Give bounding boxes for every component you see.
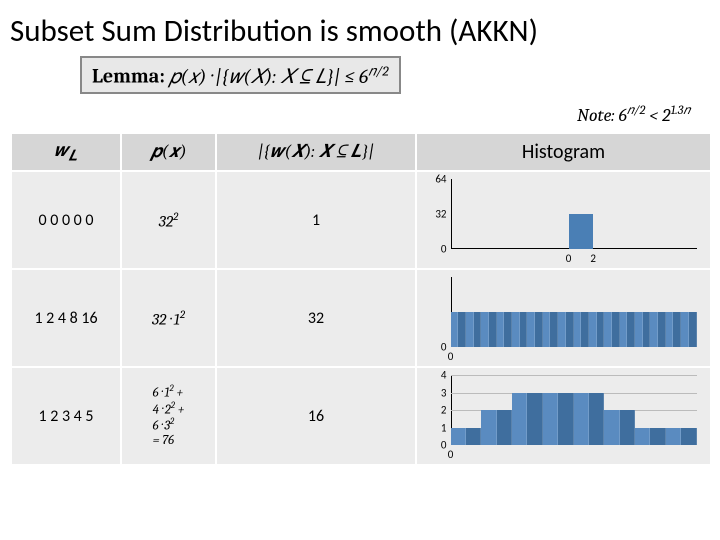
bar (512, 393, 527, 446)
x-tick: 0 (566, 252, 572, 265)
bar (527, 393, 542, 446)
header-px: 𝒑(𝒙) (121, 133, 216, 172)
bar (466, 312, 474, 347)
bar (612, 312, 620, 347)
bar (451, 312, 459, 347)
bar (558, 312, 566, 347)
bar (558, 393, 573, 446)
bar (604, 312, 612, 347)
cell-wl: 0 0 0 0 0 (11, 171, 121, 269)
y-tick: 4 (429, 369, 447, 382)
bar (512, 312, 520, 347)
bar (466, 428, 481, 446)
bar (635, 428, 650, 446)
bar (620, 410, 635, 445)
x-tick: 0 (448, 350, 454, 363)
histogram-chart: 432100 (429, 373, 699, 459)
bar (543, 393, 558, 446)
histogram-chart: 00 (429, 275, 699, 361)
bar (589, 312, 597, 347)
bar (627, 312, 635, 347)
bar (589, 393, 604, 446)
table-row: 0 0 0 0 03221 64 32 0 0 2 (11, 171, 711, 269)
bar (666, 312, 674, 347)
bar (681, 428, 696, 446)
cell-px: 322 (121, 171, 216, 269)
table-header-row: 𝒘𝑳 𝒑(𝒙) |{𝒘(𝑿): 𝑿 ⊆ 𝑳}| Histogram (11, 133, 711, 172)
bar (535, 312, 543, 347)
cell-histogram: 4 3 2 1 00 (416, 367, 711, 465)
cell-px: 32 · 12 (121, 269, 216, 367)
bar (666, 428, 681, 446)
bar (635, 312, 643, 347)
bar (681, 312, 689, 347)
y-tick: 0 (429, 243, 447, 256)
plot-area (451, 375, 697, 445)
cell-wl: 1 2 4 8 16 (11, 269, 121, 367)
bar (481, 312, 489, 347)
y-tick: 64 (429, 173, 447, 186)
y-tick: 2 (429, 404, 447, 417)
bar (604, 410, 619, 445)
bar (481, 410, 496, 445)
plot-area (451, 179, 697, 249)
x-tick: 2 (590, 252, 596, 265)
cell-wl: 1 2 3 4 5 (11, 367, 121, 465)
header-histogram: Histogram (416, 133, 711, 172)
bar (581, 312, 589, 347)
bar (550, 312, 558, 347)
bar (689, 312, 697, 347)
note-prefix: Note: (577, 105, 615, 126)
slide-title: Subset Sum Distribution is smooth (AKKN) (0, 0, 720, 56)
bar (451, 428, 466, 446)
table-row: 1 2 4 8 1632 · 123200 (11, 269, 711, 367)
table-row: 1 2 3 4 56 · 12 +4 · 22 +6 · 32= 7616 4 3 2… (11, 367, 711, 465)
cell-histogram: 64 32 0 0 2 (416, 171, 711, 269)
note: Note: 6𝑛/2 < 21.3𝑛 (0, 104, 720, 126)
header-wx: |{𝒘(𝑿): 𝑿 ⊆ 𝑳}| (216, 133, 416, 172)
bar (650, 312, 658, 347)
bar (673, 312, 681, 347)
lemma-label: Lemma: (92, 65, 165, 88)
bar (489, 312, 497, 347)
cell-histogram: 00 (416, 269, 711, 367)
histogram-chart: 6432002 (429, 177, 699, 263)
cell-px: 6 · 12 +4 · 22 +6 · 32= 76 (121, 367, 216, 465)
y-tick: 3 (429, 386, 447, 399)
bar (504, 312, 512, 347)
bar (620, 312, 628, 347)
bar (643, 312, 651, 347)
note-expr: 6𝑛/2 < 21.3𝑛 (619, 105, 690, 126)
y-tick: 1 (429, 421, 447, 434)
bar (650, 428, 665, 446)
bar (658, 312, 666, 347)
header-wl: 𝒘𝑳 (11, 133, 121, 172)
bar (497, 312, 505, 347)
bar (474, 312, 482, 347)
bar (574, 312, 582, 347)
y-tick: 32 (429, 208, 447, 221)
data-table: 𝒘𝑳 𝒑(𝒙) |{𝒘(𝑿): 𝑿 ⊆ 𝑳}| Histogram 0 0 0 … (10, 132, 712, 467)
bar (520, 312, 528, 347)
x-tick: 0 (448, 448, 454, 461)
lemma-box: Lemma: 𝑝(𝑥) · |{𝑤(𝑋): 𝑋 ⊆ 𝐿}| ≤ 6𝑛/2 (80, 56, 401, 94)
y-tick: 0 (429, 341, 447, 354)
bar (574, 393, 589, 446)
bar (497, 410, 512, 445)
bar (569, 214, 594, 249)
bar (566, 312, 574, 347)
bar (543, 312, 551, 347)
y-tick: 0 (429, 439, 447, 452)
lemma-expr: 𝑝(𝑥) · |{𝑤(𝑋): 𝑋 ⊆ 𝐿}| ≤ 6𝑛/2 (169, 65, 388, 88)
cell-wx: 32 (216, 269, 416, 367)
cell-wx: 1 (216, 171, 416, 269)
bar (527, 312, 535, 347)
plot-area (451, 277, 697, 347)
bar (458, 312, 466, 347)
bar (597, 312, 605, 347)
cell-wx: 16 (216, 367, 416, 465)
